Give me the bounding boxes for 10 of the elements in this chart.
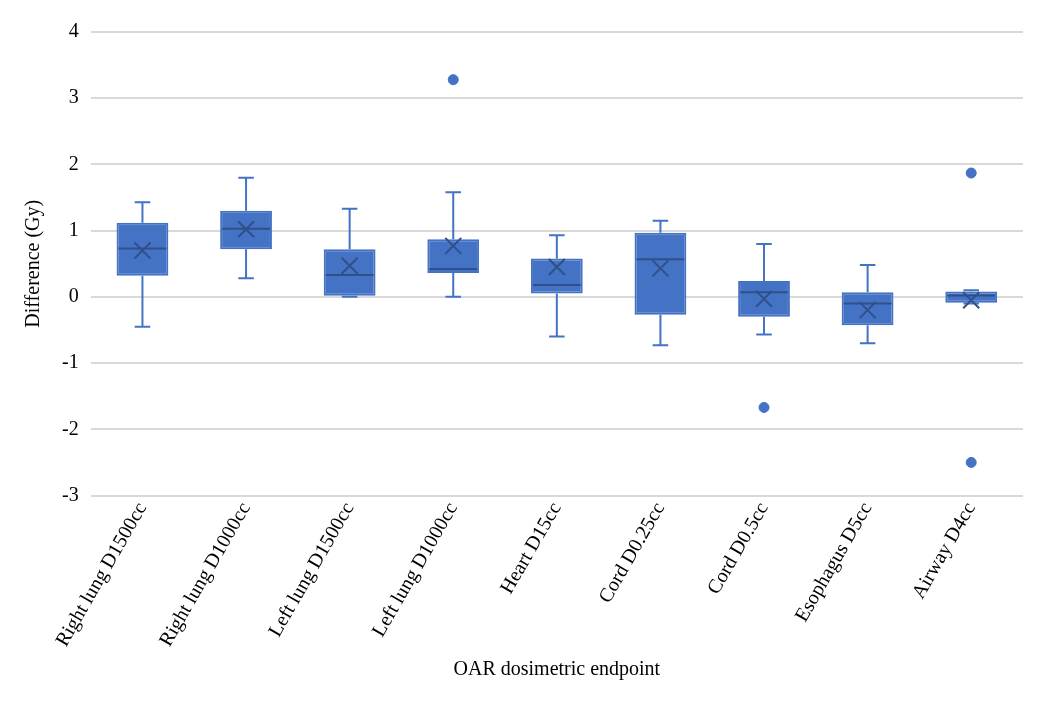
y-tick-label: 4 xyxy=(68,19,79,42)
y-tick-label: 3 xyxy=(68,85,79,108)
y-tick-label: 1 xyxy=(68,217,79,240)
y-tick-label: -2 xyxy=(61,416,79,439)
y-axis-title: Difference (Gy) xyxy=(21,199,45,328)
y-tick-label: -1 xyxy=(61,350,79,373)
x-axis-title: OAR dosimetric endpoint xyxy=(453,657,661,681)
y-tick-label: 0 xyxy=(68,284,79,307)
y-tick-label: -3 xyxy=(61,482,79,505)
y-tick-label: 2 xyxy=(68,151,79,174)
